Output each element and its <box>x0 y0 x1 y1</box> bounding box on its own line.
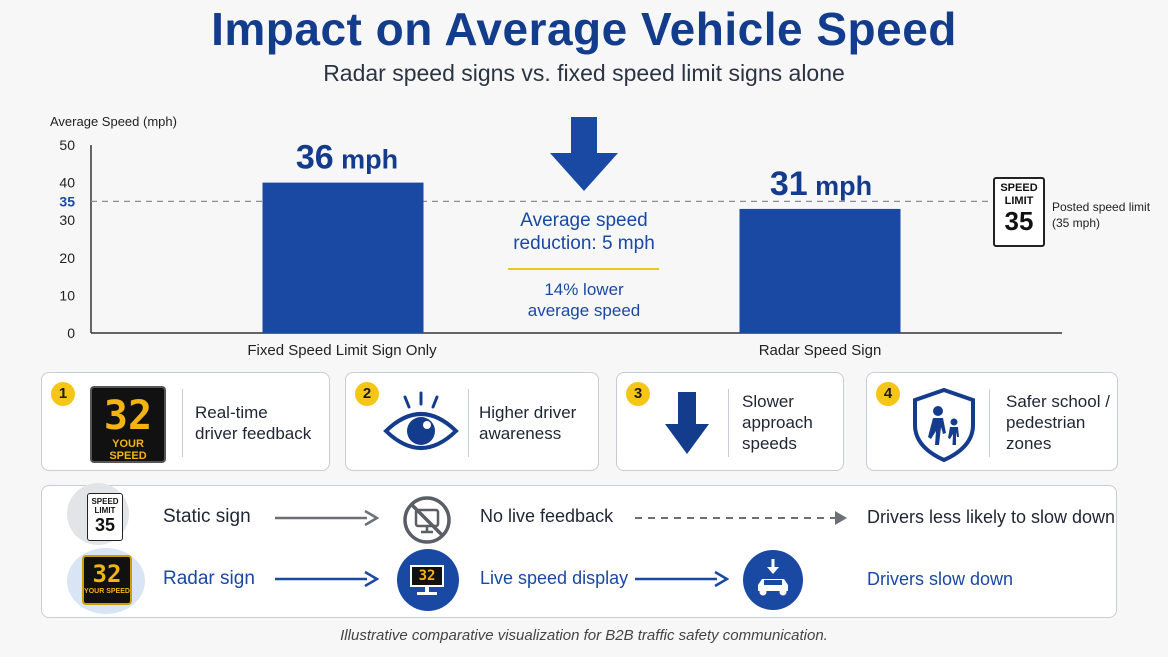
benefit-label: Higher driver awareness <box>479 373 576 472</box>
y-axis-title: Average Speed (mph) <box>50 114 177 129</box>
y-tick-label: 10 <box>59 287 75 303</box>
static-speed-limit-sign: SPEED LIMIT 35 <box>87 493 123 541</box>
benefit-number-badge: 3 <box>626 382 650 406</box>
y-tick-label: 50 <box>59 137 75 153</box>
static-result-label: Drivers less likely to slow down <box>867 507 1116 527</box>
footer-note: Illustrative comparative visualization f… <box>340 627 828 644</box>
reference-tick-label: 35 <box>59 193 75 209</box>
benefit-line-2: approach <box>742 413 813 432</box>
posted-label-line-1: Posted speed limit <box>1052 200 1151 214</box>
no-live-feedback-label: No live feedback <box>480 506 614 526</box>
benefit-line-1: Safer school / <box>1006 392 1110 411</box>
display-caption: YOUR SPEED <box>84 588 130 595</box>
eye-icon <box>383 391 459 450</box>
sign-speed-text: SPEED <box>1000 182 1038 194</box>
bar-radar-sign <box>739 208 901 333</box>
card-divider <box>468 389 469 457</box>
reduction-line-2: reduction: 5 mph <box>513 233 655 254</box>
page-title: Impact on Average Vehicle Speed <box>211 3 957 55</box>
card-divider <box>989 389 990 457</box>
benefit-label: Safer school / pedestrian zones <box>1006 373 1110 472</box>
benefit-card-slower: 3 Slower approach speeds <box>616 372 844 471</box>
down-arrow-icon <box>665 392 709 454</box>
static-sign-label: Static sign <box>163 506 251 527</box>
no-display-icon <box>403 496 451 544</box>
pct-line-2: average speed <box>527 301 641 320</box>
sign-speed-text: SPEED <box>91 497 119 506</box>
monitor-stand <box>425 587 429 593</box>
benefit-line-2: pedestrian <box>1006 413 1086 432</box>
sign-number: 35 <box>1004 206 1034 236</box>
radar-arrow-1 <box>275 570 379 588</box>
speed-bar-chart: Average Speed (mph) 0 10 20 30 40 50 35 36 mph Fi… <box>50 114 1062 359</box>
static-arrow-1 <box>275 509 379 527</box>
monitor-screen: 32 <box>410 565 444 587</box>
bar-data-label: 31 mph <box>770 165 872 203</box>
benefit-label: Real-time driver feedback <box>195 373 311 472</box>
benefit-card-feedback: 1 32 YOUR SPEED Real-time driver feedback <box>41 372 330 471</box>
benefit-line-2: awareness <box>479 423 562 443</box>
sign-number: 35 <box>94 515 116 535</box>
car-slowing-icon <box>743 550 803 610</box>
y-tick-label: 0 <box>67 325 75 341</box>
benefit-card-safer-zones: 4 Safer school / pedestrian zones <box>866 372 1118 471</box>
monitor-display-icon: 32 <box>397 549 459 611</box>
percent-lower-callout: 14% lower average speed <box>500 279 668 321</box>
display-digits: 32 <box>92 560 122 588</box>
monitor-digits: 32 <box>418 568 436 584</box>
benefit-label: Slower approach speeds <box>742 373 813 472</box>
radar-result-label: Drivers slow down <box>867 569 1014 589</box>
card-divider <box>182 389 183 457</box>
reduction-line-1: Average speed <box>520 210 648 231</box>
radar-display-icon: 32 YOUR SPEED <box>90 386 166 463</box>
sign-limit-text: LIMIT <box>94 506 116 515</box>
sign-limit-text: LIMIT <box>1004 195 1034 207</box>
benefit-line-1: Higher driver <box>479 402 577 422</box>
benefit-number-badge: 1 <box>51 382 75 406</box>
speed-reduction-callout: Average speed reduction: 5 mph <box>490 209 678 255</box>
display-caption: YOUR SPEED <box>109 438 147 462</box>
bar-fixed-sign <box>262 182 424 333</box>
posted-speed-limit-sign: SPEED LIMIT 35 <box>993 177 1045 247</box>
radar-arrow-2 <box>635 570 729 588</box>
x-tick-label: Fixed Speed Limit Sign Only <box>247 342 437 359</box>
benefit-line-3: speeds <box>742 434 797 453</box>
benefit-number-badge: 2 <box>355 382 379 406</box>
comparison-panel: SPEED LIMIT 35 Static sign No live feedb… <box>41 483 1117 618</box>
radar-display-icon: 32 YOUR SPEED <box>82 555 132 605</box>
display-digits: 32 <box>103 393 153 439</box>
y-tick-label: 20 <box>59 250 75 266</box>
static-arrow-dashed <box>635 511 847 525</box>
radar-sign-label: Radar sign <box>163 568 255 589</box>
card-divider <box>728 389 729 457</box>
callout-divider <box>508 268 659 270</box>
shield-pedestrian-icon <box>913 387 975 463</box>
benefit-number-badge: 4 <box>876 382 900 406</box>
benefit-line-3: zones <box>1006 434 1052 453</box>
monitor-base <box>417 592 437 595</box>
benefit-line-2: driver feedback <box>195 423 312 443</box>
y-tick-label: 40 <box>59 175 75 191</box>
reduction-arrow-icon <box>550 117 618 191</box>
posted-label-line-2: (35 mph) <box>1052 216 1101 230</box>
y-tick-label: 30 <box>59 212 75 228</box>
bar-data-label: 36 mph <box>296 139 398 177</box>
posted-speed-limit-label: Posted speed limit (35 mph) <box>1052 199 1162 231</box>
live-speed-display-label: Live speed display <box>480 568 629 588</box>
benefit-card-awareness: 2 Higher driver awareness <box>345 372 599 471</box>
page-subtitle: Radar speed signs vs. fixed speed limit … <box>323 60 845 86</box>
benefit-line-1: Slower <box>742 392 794 411</box>
pct-line-1: 14% lower <box>544 280 624 299</box>
x-tick-label: Radar Speed Sign <box>759 342 882 359</box>
benefit-line-1: Real-time <box>195 402 268 422</box>
